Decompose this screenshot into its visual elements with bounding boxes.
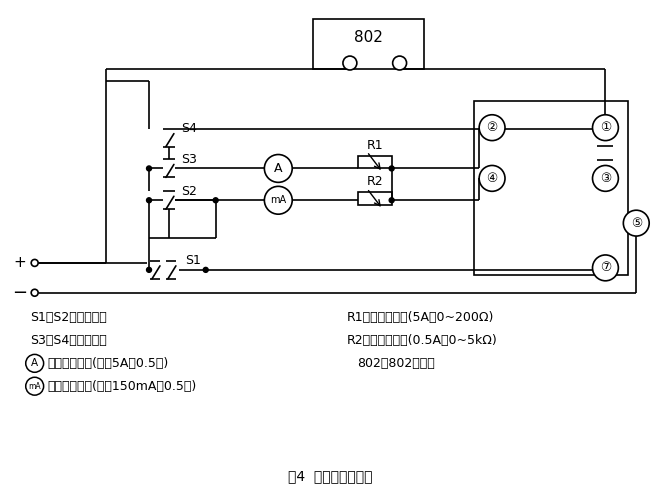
Circle shape (147, 166, 151, 171)
Circle shape (393, 56, 407, 70)
Text: ③: ③ (600, 172, 611, 185)
Circle shape (592, 166, 619, 191)
Circle shape (343, 56, 357, 70)
Bar (358, 192, 392, 205)
Bar (474, 101, 629, 275)
Circle shape (26, 377, 44, 395)
Circle shape (479, 166, 505, 191)
Text: mA: mA (28, 382, 41, 391)
Text: R2、可调电阻器(0.5A、0~5kΩ): R2、可调电阻器(0.5A、0~5kΩ) (347, 334, 498, 347)
Text: ②: ② (486, 121, 498, 134)
Text: R1: R1 (366, 139, 383, 151)
Text: A: A (274, 162, 282, 175)
Circle shape (31, 289, 38, 296)
Circle shape (479, 115, 505, 141)
Text: S4: S4 (181, 122, 197, 135)
Text: S3: S3 (181, 153, 197, 166)
Text: R1、可调电阻器(5A、0~200Ω): R1、可调电阻器(5A、0~200Ω) (347, 311, 494, 324)
Text: ④: ④ (486, 172, 498, 185)
Circle shape (592, 255, 619, 281)
Text: 、直流毫安表(量程150mA、0.5级): 、直流毫安表(量程150mA、0.5级) (48, 380, 197, 393)
Text: S2: S2 (181, 185, 197, 198)
Circle shape (264, 154, 292, 182)
Text: ⑦: ⑦ (600, 261, 611, 275)
Circle shape (26, 354, 44, 372)
Circle shape (389, 166, 394, 171)
Circle shape (203, 267, 208, 272)
Text: mA: mA (270, 195, 286, 205)
Circle shape (389, 198, 394, 203)
Text: ①: ① (600, 121, 611, 134)
Text: A: A (31, 358, 38, 368)
Text: −: − (12, 284, 27, 302)
Text: 802、802毫秒表: 802、802毫秒表 (357, 357, 434, 370)
Bar (313, 19, 424, 69)
Circle shape (31, 259, 38, 266)
Text: S1: S1 (185, 254, 201, 267)
Text: R2: R2 (366, 176, 383, 188)
Circle shape (623, 210, 649, 236)
Circle shape (264, 186, 292, 214)
Circle shape (147, 267, 151, 272)
Text: 802: 802 (354, 30, 383, 45)
Text: ⑤: ⑤ (631, 216, 642, 230)
Text: +: + (13, 255, 26, 270)
Text: S1、S2：双刀开关: S1、S2：双刀开关 (30, 311, 106, 324)
Circle shape (147, 198, 151, 203)
Circle shape (213, 198, 218, 203)
Bar (358, 155, 392, 169)
Text: 、直流电流表(量程5A、0.5级): 、直流电流表(量程5A、0.5级) (48, 357, 169, 370)
Circle shape (592, 115, 619, 141)
Text: S3、S4：单刀开关: S3、S4：单刀开关 (30, 334, 106, 347)
Text: 图4  产品检测线路图: 图4 产品检测线路图 (288, 470, 372, 484)
